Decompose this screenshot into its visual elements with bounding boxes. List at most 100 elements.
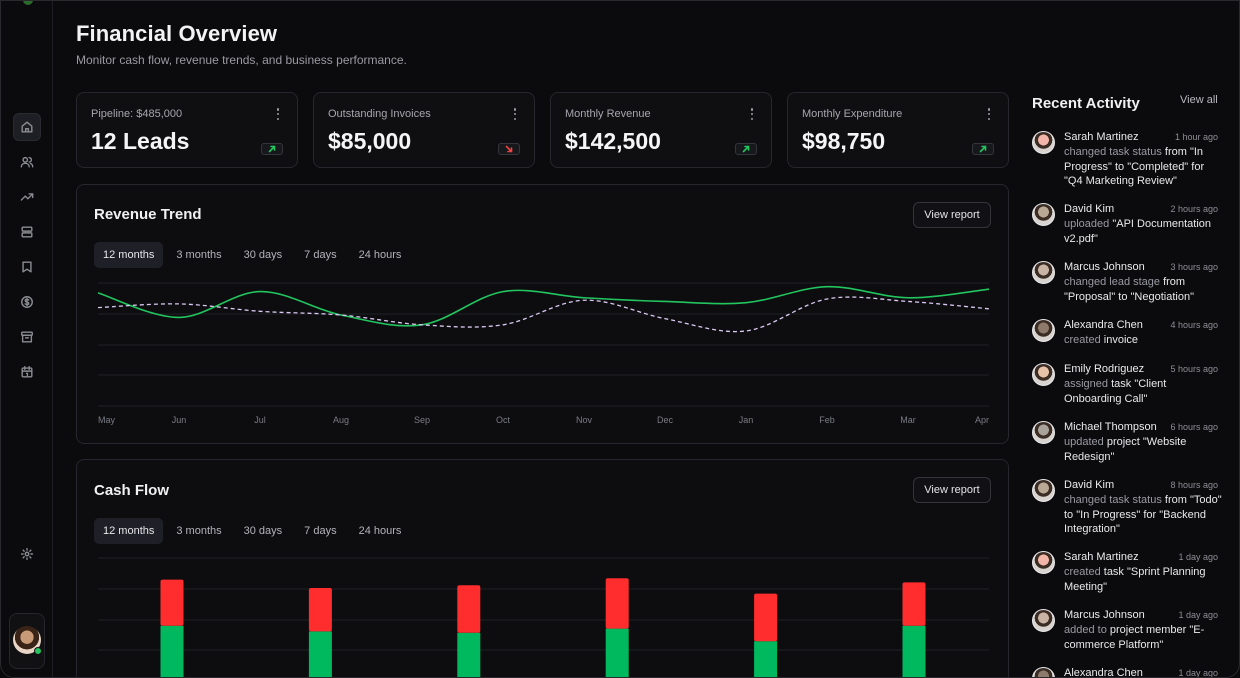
- tab-30-days[interactable]: 30 days: [243, 249, 283, 261]
- tab-12-months[interactable]: 12 months: [94, 518, 164, 544]
- settings-icon[interactable]: [13, 540, 41, 568]
- trend-up-icon: [735, 143, 757, 155]
- activity-detail: project "Website Redesign": [1064, 436, 1187, 463]
- activity-detail: task "Sprint Planning Meeting": [1064, 566, 1206, 593]
- tab-24-hours[interactable]: 24 hours: [358, 525, 402, 537]
- x-tick-label: Feb: [819, 415, 835, 425]
- x-tick-label: Apr: [975, 415, 989, 425]
- kpi-value: $142,500: [565, 128, 661, 154]
- more-vertical-icon[interactable]: [273, 106, 283, 122]
- tab-3-months[interactable]: 3 months: [176, 249, 222, 261]
- x-tick-label: Jan: [739, 415, 754, 425]
- bar-outflow: [308, 588, 332, 632]
- activity-detail: from "Todo" to "In Progress" for "Backen…: [1064, 494, 1222, 535]
- trend-down-icon: [498, 143, 520, 155]
- activity-action: changed lead stage: [1064, 276, 1161, 288]
- logo-icon: [23, 1, 33, 5]
- kpi-card-outstanding-invoices[interactable]: Outstanding Invoices $85,000: [313, 92, 535, 168]
- bar-inflow: [457, 632, 481, 677]
- cash-flow-bar-chart: [98, 557, 989, 677]
- bookmark-icon[interactable]: [13, 253, 41, 281]
- activity-user-name: Marcus Johnson: [1064, 261, 1145, 273]
- activity-user-name: Emily Rodriguez: [1064, 363, 1145, 375]
- kpi-value: $85,000: [328, 128, 412, 154]
- activity-timestamp: 5 hours ago: [1170, 364, 1218, 374]
- avatar: [1032, 667, 1055, 677]
- tab-3-months[interactable]: 3 months: [176, 525, 222, 537]
- trending-up-icon[interactable]: [13, 183, 41, 211]
- activity-description: created invoice: [1064, 333, 1222, 348]
- bar-outflow: [457, 585, 481, 633]
- time-range-tabs: 12 months 3 months 30 days 7 days 24 hou…: [94, 518, 410, 544]
- view-all-link[interactable]: View all: [1180, 94, 1218, 106]
- avatar: [1032, 319, 1055, 342]
- series-line: [97, 285, 990, 327]
- activity-timestamp: 1 day ago: [1178, 610, 1218, 620]
- activity-detail: from "Proposal" to "Negotiation": [1064, 276, 1194, 303]
- x-tick-label: Jun: [172, 415, 187, 425]
- users-icon[interactable]: [13, 148, 41, 176]
- kpi-card-monthly-revenue[interactable]: Monthly Revenue $142,500: [550, 92, 772, 168]
- activity-timestamp: 1 day ago: [1178, 552, 1218, 562]
- activity-description: added to project member "E-commerce Plat…: [1064, 623, 1222, 652]
- kpi-label: Pipeline: $485,000: [91, 108, 183, 120]
- activity-description: created task "Sprint Planning Meeting": [1064, 565, 1222, 594]
- activity-description: assigned task "Client Onboarding Call": [1064, 377, 1222, 406]
- bar-outflow: [754, 593, 778, 642]
- tab-24-hours[interactable]: 24 hours: [358, 249, 402, 261]
- bar-outflow: [160, 579, 184, 626]
- activity-detail: from "In Progress" to "Completed" for "Q…: [1064, 146, 1205, 187]
- tab-7-days[interactable]: 7 days: [304, 249, 337, 261]
- activity-detail: task "Client Onboarding Call": [1064, 378, 1167, 405]
- kpi-value: $98,750: [802, 128, 886, 154]
- calendar-icon[interactable]: [13, 358, 41, 386]
- x-tick-label: Sep: [414, 415, 430, 425]
- tab-7-days[interactable]: 7 days: [304, 525, 337, 537]
- kpi-card-monthly-expenditure[interactable]: Monthly Expenditure $98,750: [787, 92, 1009, 168]
- x-tick-label: Mar: [900, 415, 916, 425]
- sidebar: [1, 1, 53, 677]
- x-tick-label: Aug: [333, 415, 349, 425]
- home-icon[interactable]: [13, 113, 41, 141]
- activity-timestamp: 2 hours ago: [1170, 204, 1218, 214]
- kpi-card-pipeline[interactable]: Pipeline: $485,000 12 Leads: [76, 92, 298, 168]
- activity-action: created: [1064, 334, 1101, 346]
- activity-action: created: [1064, 566, 1101, 578]
- activity-action: uploaded: [1064, 218, 1110, 230]
- x-tick-label: Oct: [496, 415, 511, 425]
- avatar: [1032, 131, 1055, 154]
- avatar: [1032, 421, 1055, 444]
- kpi-label: Monthly Revenue: [565, 108, 651, 120]
- activity-timestamp: 1 day ago: [1178, 668, 1218, 678]
- avatar: [1032, 261, 1055, 284]
- view-report-button[interactable]: View report: [913, 477, 991, 503]
- user-profile[interactable]: [9, 613, 45, 669]
- panel-title: Cash Flow: [94, 482, 170, 499]
- archive-icon[interactable]: [13, 323, 41, 351]
- x-tick-label: May: [98, 415, 116, 425]
- more-vertical-icon[interactable]: [984, 106, 994, 122]
- activity-action: added to: [1064, 624, 1107, 636]
- panel-title: Revenue Trend: [94, 206, 202, 223]
- dollar-circle-icon[interactable]: [13, 288, 41, 316]
- activity-action: changed task status: [1064, 494, 1162, 506]
- activity-user-name: Michael Thompson: [1064, 421, 1157, 433]
- x-tick-label: Dec: [657, 415, 674, 425]
- view-report-button[interactable]: View report: [913, 202, 991, 228]
- activity-timestamp: 8 hours ago: [1170, 480, 1218, 490]
- trend-up-icon: [261, 143, 283, 155]
- avatar: [1032, 363, 1055, 386]
- server-icon[interactable]: [13, 218, 41, 246]
- tab-30-days[interactable]: 30 days: [243, 525, 283, 537]
- kpi-value: 12 Leads: [91, 128, 190, 154]
- more-vertical-icon[interactable]: [747, 106, 757, 122]
- bar-inflow: [754, 641, 778, 677]
- more-vertical-icon[interactable]: [510, 106, 520, 122]
- tab-12-months[interactable]: 12 months: [94, 242, 164, 268]
- page-title: Financial Overview: [76, 21, 278, 46]
- activity-description: changed task status from "Todo" to "In P…: [1064, 493, 1222, 537]
- x-tick-label: Jul: [254, 415, 266, 425]
- activity-user-name: Marcus Johnson: [1064, 609, 1145, 621]
- activity-detail: invoice: [1100, 334, 1138, 346]
